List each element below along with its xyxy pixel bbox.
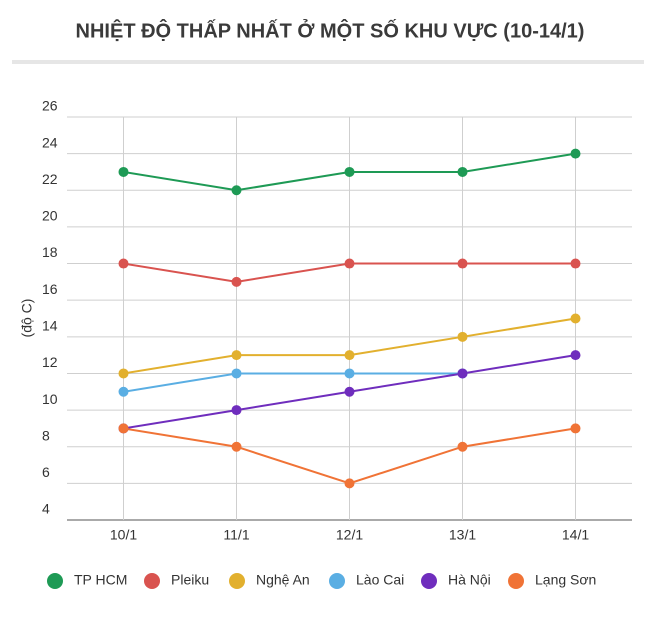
title-separator xyxy=(12,60,644,64)
data-point xyxy=(231,185,242,196)
data-point xyxy=(344,386,355,397)
data-point xyxy=(118,166,129,177)
data-point xyxy=(570,313,581,324)
data-point xyxy=(570,350,581,361)
data-point xyxy=(118,368,129,379)
data-point xyxy=(344,350,355,361)
data-point xyxy=(344,258,355,269)
y-tick-label: 24 xyxy=(42,134,58,150)
y-tick-label: 12 xyxy=(42,354,58,370)
y-tick-label: 10 xyxy=(42,391,58,407)
legend-marker xyxy=(508,573,524,589)
data-point xyxy=(231,441,242,452)
data-point xyxy=(118,258,129,269)
x-tick-label: 13/1 xyxy=(449,527,476,543)
data-point xyxy=(457,258,468,269)
data-point xyxy=(570,423,581,434)
data-point xyxy=(231,276,242,287)
data-point xyxy=(457,441,468,452)
data-point xyxy=(231,405,242,416)
y-tick-label: 18 xyxy=(42,244,58,260)
x-tick-label: 11/1 xyxy=(223,527,249,543)
data-point xyxy=(231,368,242,379)
legend-label: TP HCM xyxy=(74,572,127,588)
legend-marker xyxy=(144,573,160,589)
y-tick-label: 16 xyxy=(42,281,58,297)
legend-label: Lào Cai xyxy=(356,572,404,588)
data-point xyxy=(457,166,468,177)
legend-marker xyxy=(421,573,437,589)
data-point xyxy=(344,478,355,489)
x-tick-label: 12/1 xyxy=(336,527,363,543)
legend-label: Nghệ An xyxy=(256,572,310,588)
data-point xyxy=(344,368,355,379)
y-axis-label: (độ C) xyxy=(19,299,35,338)
legend-marker xyxy=(47,573,63,589)
y-tick-label: 22 xyxy=(42,171,58,187)
legend-marker xyxy=(229,573,245,589)
data-point xyxy=(570,148,581,159)
legend-label: Pleiku xyxy=(171,572,209,588)
y-tick-label: 26 xyxy=(42,98,58,114)
legend-label: Lạng Sơn xyxy=(535,572,596,588)
y-tick-label: 4 xyxy=(42,501,50,517)
legend-label: Hà Nội xyxy=(448,572,491,588)
data-point xyxy=(231,350,242,361)
y-tick-label: 6 xyxy=(42,464,50,480)
y-tick-label: 20 xyxy=(42,208,58,224)
data-point xyxy=(344,166,355,177)
series-line xyxy=(123,372,463,393)
y-tick-label: 14 xyxy=(42,318,58,334)
data-point xyxy=(457,368,468,379)
y-tick-label: 8 xyxy=(42,427,50,443)
data-point xyxy=(457,331,468,342)
data-point xyxy=(118,423,129,434)
data-point xyxy=(570,258,581,269)
x-tick-label: 10/1 xyxy=(110,527,137,543)
x-tick-label: 14/1 xyxy=(562,527,589,543)
legend-marker xyxy=(329,573,345,589)
data-point xyxy=(118,386,129,397)
chart-title: NHIỆT ĐỘ THẤP NHẤT Ở MỘT SỐ KHU VỰC (10-… xyxy=(76,18,585,42)
